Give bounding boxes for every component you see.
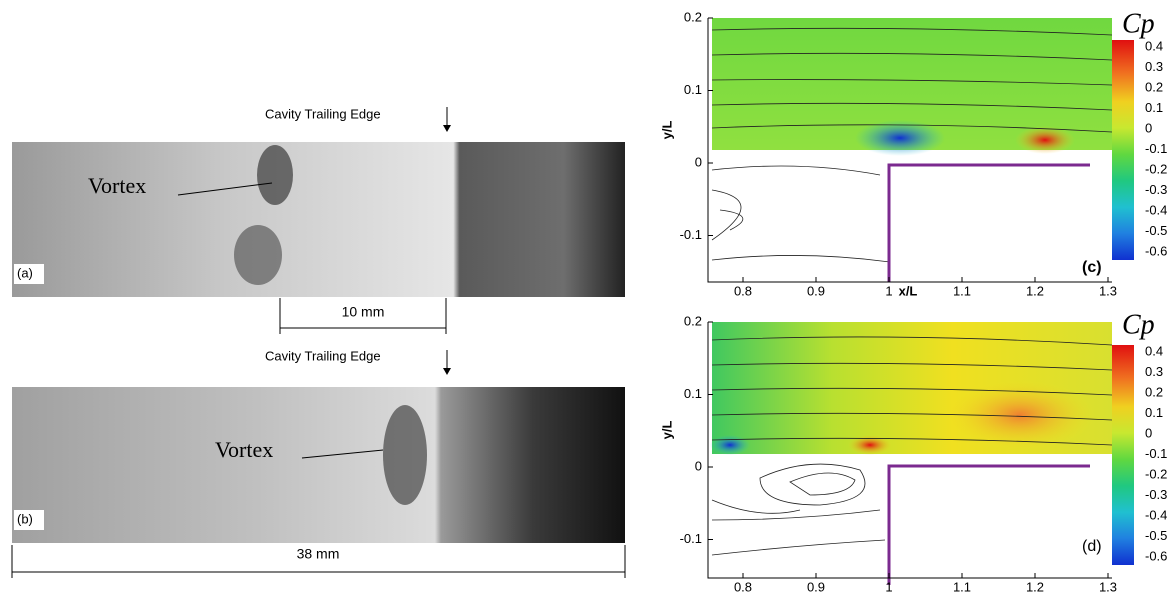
y-tick-label: 0.2 (684, 313, 702, 328)
pointer (177, 182, 273, 196)
streamlines (711, 27, 1113, 263)
contour-high (945, 380, 1095, 450)
colorbar-tick-label: -0.4 (1145, 202, 1167, 217)
contour-low (710, 435, 750, 455)
colorbar-tick-label: -0.2 (1145, 466, 1167, 481)
label-box (14, 510, 44, 530)
y-tick-label: 0.1 (684, 82, 702, 97)
x-tick-label: 1 (885, 579, 892, 593)
x-tick-label: 0.8 (734, 283, 752, 298)
colorbar-tick-label: -0.1 (1145, 446, 1167, 461)
colorbar-tick-label: 0.4 (1145, 343, 1163, 358)
contour-high (1015, 126, 1075, 154)
x-tick-label: 0.9 (807, 579, 825, 593)
x-tick-label: 1.3 (1099, 579, 1117, 593)
panel-label: (b) (17, 511, 33, 526)
streamlines (711, 336, 1113, 446)
pointer (301, 449, 384, 459)
colorbar-tick-label: 0 (1145, 120, 1152, 135)
y-tick-label: -0.1 (680, 227, 702, 242)
x-tick-label: 1.1 (953, 283, 971, 298)
x-tick-label: 1.1 (953, 579, 971, 593)
cavity-wall (887, 163, 1090, 282)
colorbar-tick-label: 0.1 (1145, 405, 1163, 420)
plot-d: (d) Cp (710, 309, 1155, 585)
colorbar-tick-label: -0.2 (1145, 161, 1167, 176)
photo (12, 142, 625, 297)
y-tick-label: -0.1 (680, 531, 702, 546)
y-tick-label: 0 (695, 458, 702, 473)
cavity-wall (887, 464, 1090, 585)
panel-a: Cavity Trailing Edge Vortex (a) 10 mm (12, 106, 625, 334)
axis-frame (707, 18, 1112, 283)
colorbar-tick-label: -0.3 (1145, 182, 1167, 197)
heading: Cavity Trailing Edge (265, 106, 381, 121)
label-box (14, 264, 44, 284)
colorbar-title: Cp (1122, 8, 1155, 39)
recirculation (711, 463, 886, 556)
colorbar-tick-label: 0.2 (1145, 384, 1163, 399)
colorbar-tick-label: -0.5 (1145, 528, 1167, 543)
arrow-head (443, 368, 451, 375)
annotation: Vortex (88, 173, 146, 198)
colorbar (1112, 40, 1134, 260)
panel-label: (a) (17, 265, 33, 280)
colorbar-tick-label: -0.6 (1145, 548, 1167, 563)
plot-c: (c) Cp (711, 8, 1155, 282)
x-axis-label: x/L (899, 283, 918, 298)
colorbar-tick-label: 0 (1145, 425, 1152, 440)
colorbar-tick-label: 0.3 (1145, 364, 1163, 379)
contour-high (848, 435, 892, 455)
x-tick-label: 1.3 (1099, 283, 1117, 298)
colorbar (1112, 345, 1134, 565)
panel-label: (d) (1082, 538, 1102, 555)
panel-label: (c) (1082, 259, 1102, 276)
colorbar-tick-label: 0.2 (1145, 79, 1163, 94)
axis-frame (707, 322, 1112, 579)
scale-label: 38 mm (297, 546, 340, 562)
photo (12, 387, 625, 543)
colorbar-tick-label: 0.1 (1145, 100, 1163, 115)
y-tick-label: 0.2 (684, 9, 702, 24)
colorbar-tick-label: -0.6 (1145, 243, 1167, 258)
colorbar-tick-label: 0.3 (1145, 59, 1163, 74)
colorbar-tick-label: -0.1 (1145, 141, 1167, 156)
heading: Cavity Trailing Edge (265, 348, 381, 363)
y-axis-label: y/L (659, 121, 674, 140)
vortex-blob (234, 225, 282, 285)
y-tick-label: 0.1 (684, 386, 702, 401)
arrow-head (443, 125, 451, 132)
annotation: Vortex (215, 437, 273, 462)
panel-b: Cavity Trailing Edge Vortex (b) 38 mm (11, 348, 626, 578)
vortex-blob (257, 145, 293, 205)
x-tick-label: 1.2 (1026, 283, 1044, 298)
y-tick-label: 0 (695, 154, 702, 169)
colorbar-tick-label: -0.4 (1145, 507, 1167, 522)
x-tick-label: 1.2 (1026, 579, 1044, 593)
vortex-blob (383, 405, 427, 505)
y-axis-label: y/L (659, 421, 674, 440)
colorbar-tick-label: 0.4 (1145, 38, 1163, 53)
colorbar-tick-label: -0.3 (1145, 487, 1167, 502)
x-tick-label: 0.9 (807, 283, 825, 298)
colorbar-tick-label: -0.5 (1145, 223, 1167, 238)
x-tick-label: 1 (885, 283, 892, 298)
x-tick-label: 0.8 (734, 579, 752, 593)
contour-low (855, 120, 945, 156)
colorbar-title: Cp (1122, 309, 1155, 340)
scale-label: 10 mm (342, 304, 385, 320)
